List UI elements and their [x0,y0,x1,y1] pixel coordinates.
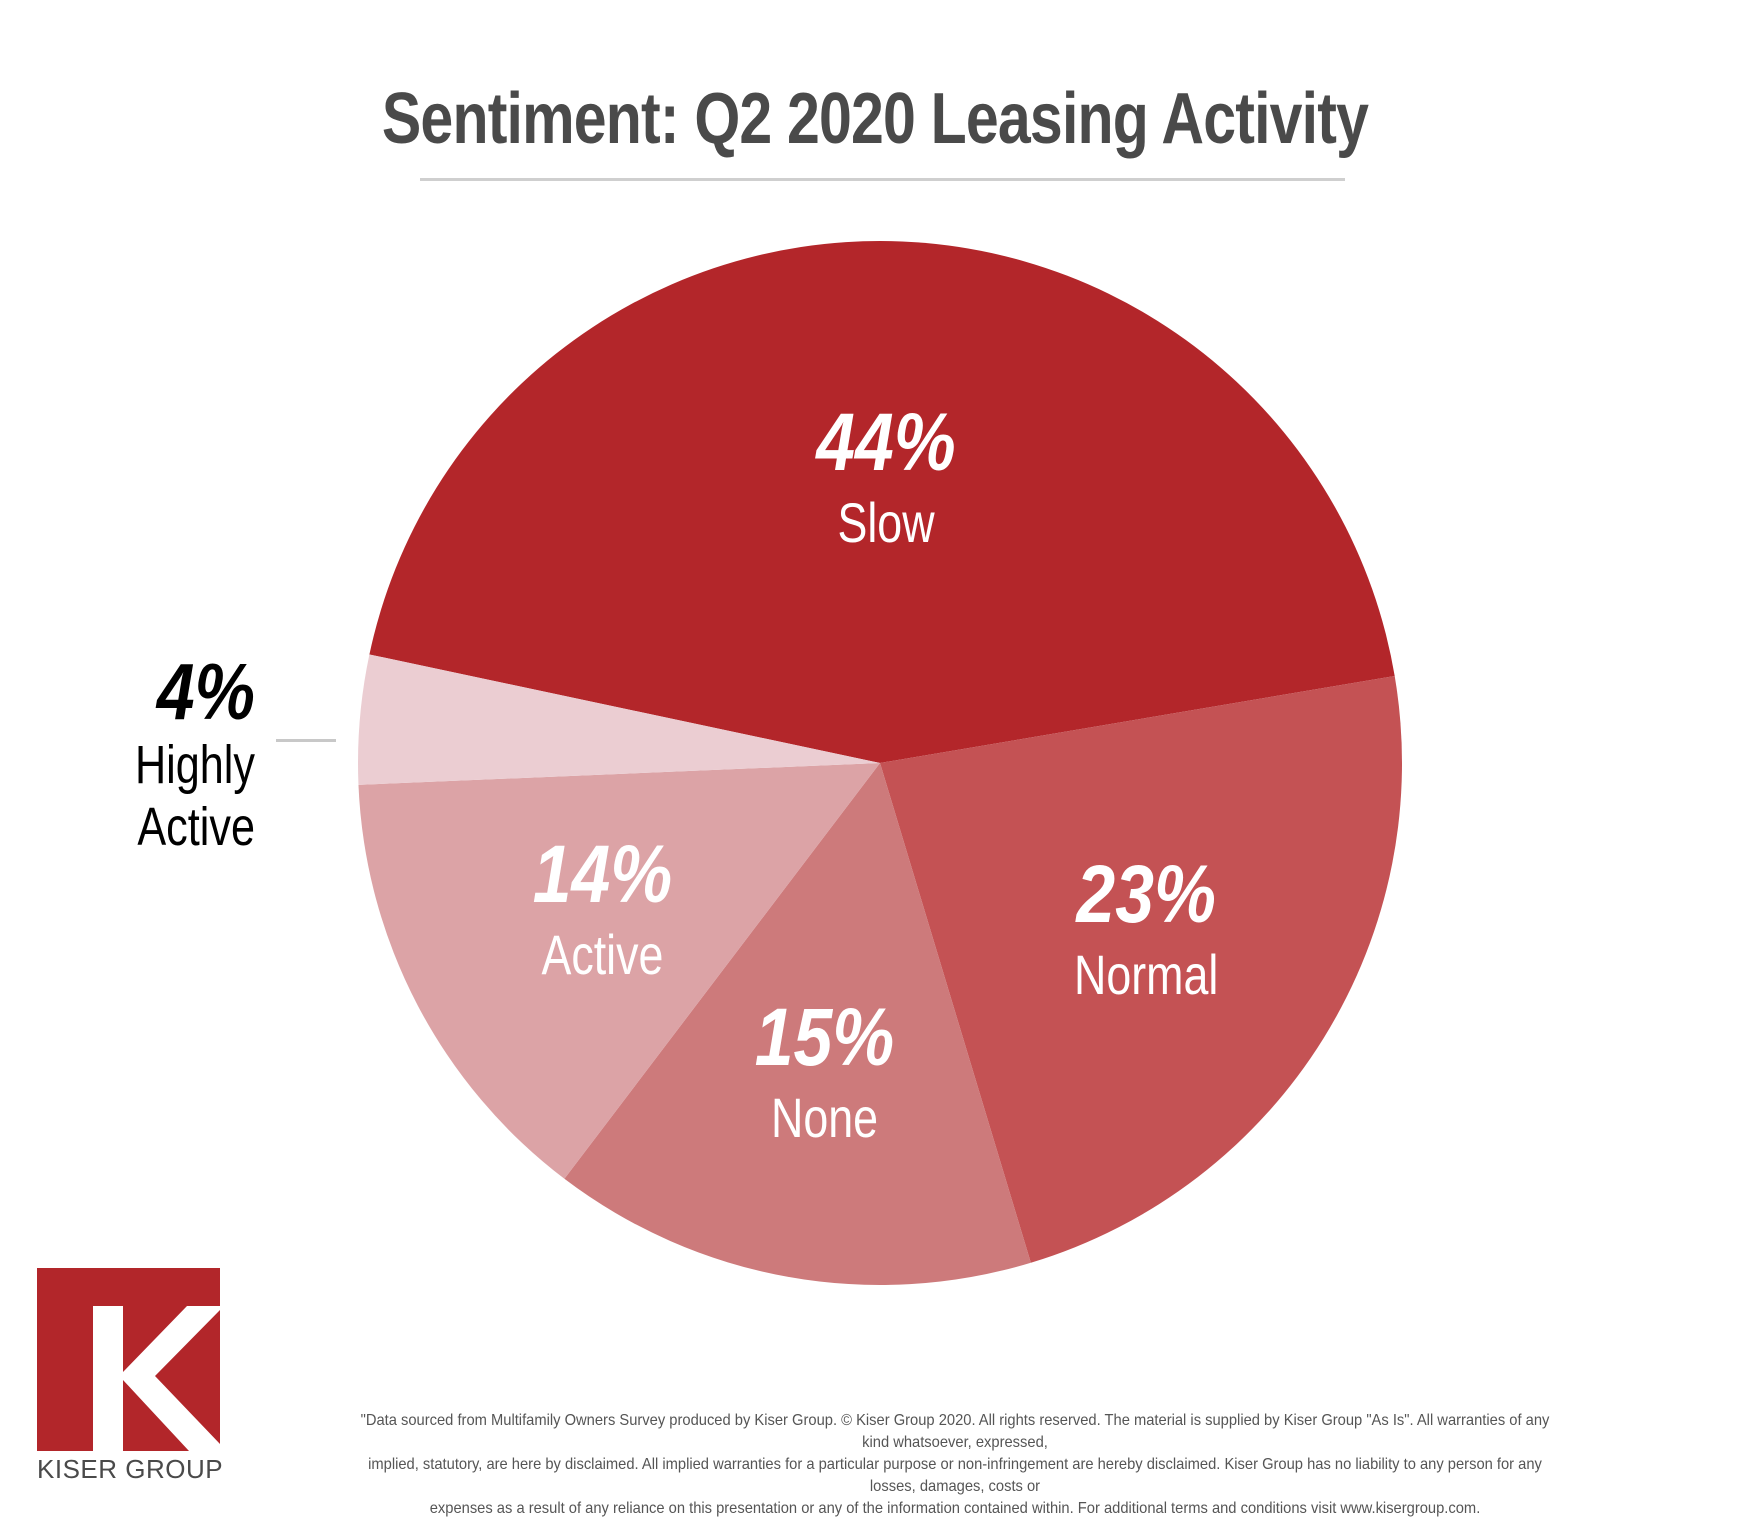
disclaimer-line-3: expenses as a result of any reliance on … [429,1500,1481,1517]
slice-pct-slow: 44% [814,397,955,489]
pie-slice-active [358,763,880,1179]
slice-label-slow: Slow [837,491,934,554]
highly-active-label: 4% Highly Active [60,650,255,858]
slice-pct-normal: 23% [1075,849,1216,941]
pie-slice-none [564,763,1031,1285]
kiser-logo [37,1268,220,1451]
highly-active-name-line1: Highly [134,735,255,795]
slice-label-normal: Normal [1074,943,1218,1006]
disclaimer: "Data sourced from Multifamily Owners Su… [352,1410,1557,1520]
pie-slice-normal [880,675,1402,1263]
disclaimer-line-2: implied, statutory, are here by disclaim… [368,1456,1542,1495]
pie-slice-slow [369,241,1395,764]
k-logo-icon [93,1306,220,1451]
chart-title: Sentiment: Q2 2020 Leasing Activity [381,79,1369,159]
highly-active-name-line2: Active [137,797,255,857]
title-underline [420,178,1345,181]
highly-active-leader-line [276,739,336,742]
slice-pct-active: 14% [533,829,672,921]
slice-label-active: Active [541,923,663,986]
logo-text: KISER GROUP [37,1454,224,1484]
disclaimer-line-1: "Data sourced from Multifamily Owners Su… [360,1412,1550,1451]
highly-active-pct: 4% [156,647,255,736]
slice-label-none: None [771,1086,878,1149]
pie-slice-highly-active [358,654,881,785]
slice-pct-none: 15% [755,992,894,1084]
